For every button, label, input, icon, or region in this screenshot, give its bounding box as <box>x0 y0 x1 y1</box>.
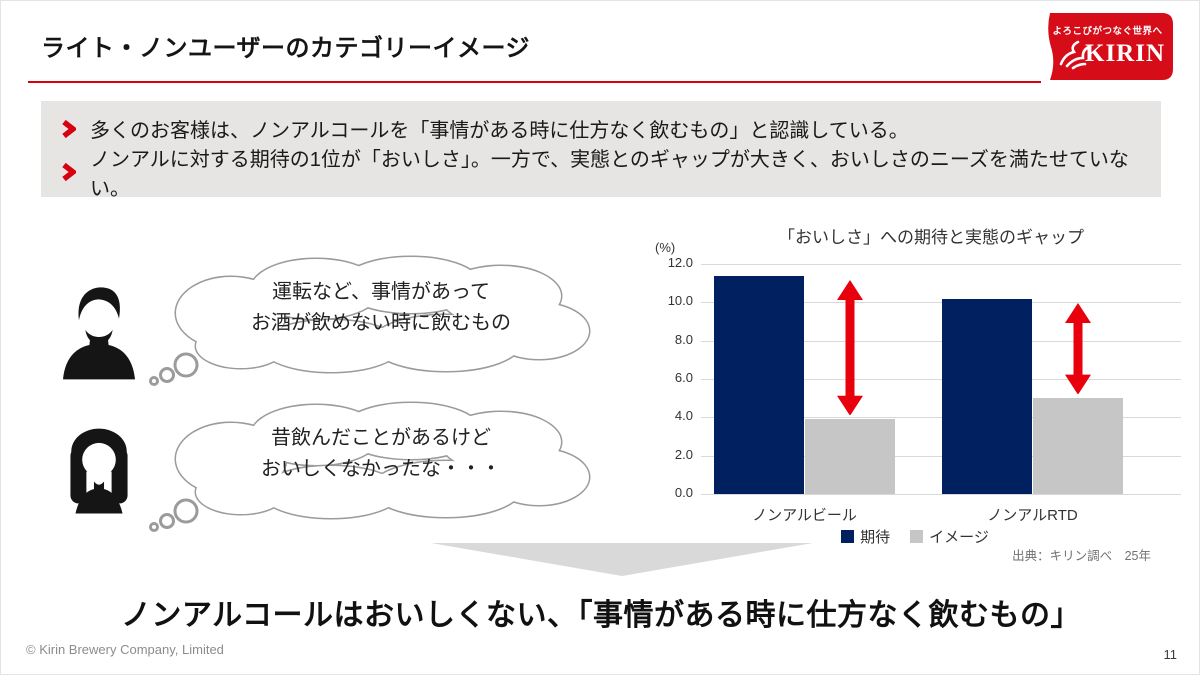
y-tick-label: 0.0 <box>674 485 693 500</box>
chart-title: 「おいしさ」への期待と実態のギャップ <box>778 228 1084 247</box>
thought-text-line: お酒が飲めない時に飲むもの <box>251 312 511 334</box>
y-tick-label: 8.0 <box>674 332 693 347</box>
bar-image <box>1033 398 1123 494</box>
kirin-emblem-icon <box>1059 40 1091 70</box>
chart-source: 出典：キリン調べ 25年 <box>1012 549 1151 563</box>
legend-item: 期待 <box>841 526 890 547</box>
kirin-flag-shape <box>1048 13 1173 80</box>
gap-arrow-icon <box>1065 302 1091 395</box>
gridline <box>701 341 1181 342</box>
chart-legend: 期待 イメージ <box>641 526 1189 547</box>
thought-bubble-cloud-icon <box>149 255 591 386</box>
conclusion-text: ノンアルコールはおいしくない、「事情がある時に仕方なく飲むもの」 <box>120 599 1082 632</box>
bar-image <box>805 419 895 494</box>
thought-text-line: 昔飲んだことがあるけど <box>271 427 491 449</box>
gridline <box>701 264 1181 265</box>
gridline <box>701 417 1181 418</box>
bar-expectation <box>714 275 804 494</box>
key-point-row: 多くのお客様は、ノンアルコールを「事情がある時に仕方なく飲むもの」と認識している… <box>61 114 1149 143</box>
page-title: ライト・ノンユーザーのカテゴリーイメージ <box>41 35 531 62</box>
y-tick-label: 6.0 <box>674 370 693 385</box>
logo-tagline: よろこびがつなぐ世界へ <box>1052 26 1163 37</box>
y-tick-label: 4.0 <box>674 408 693 423</box>
thought-bubble: 運転など、事情があって お酒が飲めない時に飲むもの <box>146 251 596 386</box>
thought-text: 運転など、事情があって お酒が飲めない時に飲むもの <box>206 277 556 339</box>
gridline <box>701 494 1181 495</box>
page-number: 11 <box>1163 647 1178 662</box>
legend-item: イメージ <box>910 526 989 547</box>
kirin-logo: よろこびがつなぐ世界へ KIRIN <box>1041 12 1174 81</box>
key-points-box: 多くのお客様は、ノンアルコールを「事情がある時に仕方なく飲むもの」と認識している… <box>41 101 1161 200</box>
gridline <box>701 456 1181 457</box>
y-tick-label: 12.0 <box>667 255 693 270</box>
chevron-right-icon <box>61 162 76 182</box>
x-category-label: ノンアルRTD <box>987 507 1078 524</box>
thought-text-line: おいしくなかったな・・・ <box>261 458 501 480</box>
key-point-text: 多くのお客様は、ノンアルコールを「事情がある時に仕方なく飲むもの」と認識している… <box>90 120 909 142</box>
footer-copyright: © Kirin Brewery Company, Limited <box>26 642 224 657</box>
gridline <box>701 379 1181 380</box>
gridline <box>701 302 1181 303</box>
persona-female-icon <box>57 421 141 527</box>
persona-male-icon <box>59 278 139 380</box>
bar-expectation <box>942 298 1032 494</box>
x-category-label: ノンアルビール <box>752 507 857 524</box>
legend-label: 期待 <box>860 529 891 546</box>
chevron-right-icon <box>61 119 76 139</box>
y-tick-label: 2.0 <box>674 447 693 462</box>
chart-unit-label: (%) <box>655 240 676 255</box>
thought-bubble: 昔飲んだことがあるけど おいしくなかったな・・・ <box>146 397 596 532</box>
chart-plot: 12.0 10.0 8.0 6.0 4.0 2.0 0.0 ノンアルビール ノンアルRTD <box>668 255 1181 524</box>
thought-bubble-cloud-icon <box>149 401 591 532</box>
gap-arrow-icon <box>837 279 863 416</box>
legend-swatch-icon <box>910 530 924 543</box>
y-tick-label: 10.0 <box>667 293 693 308</box>
thought-text-line: 運転など、事情があって <box>272 281 490 303</box>
key-point-text: ノンアルに対する期待の1位が「おいしさ」。一方で、実態とのギャップが大きく、おい… <box>90 149 1129 200</box>
key-point-row: ノンアルに対する期待の1位が「おいしさ」。一方で、実態とのギャップが大きく、おい… <box>61 143 1149 201</box>
legend-swatch-icon <box>841 530 855 543</box>
logo-brand: KIRIN <box>1085 40 1166 67</box>
gap-chart: 「おいしさ」への期待と実態のギャップ (%) 12.0 10.0 8.0 6.0 4.0… <box>641 221 1189 566</box>
thought-text: 昔飲んだことがあるけど おいしくなかったな・・・ <box>206 423 556 485</box>
legend-label: イメージ <box>929 529 989 546</box>
title-underline <box>28 81 1041 83</box>
